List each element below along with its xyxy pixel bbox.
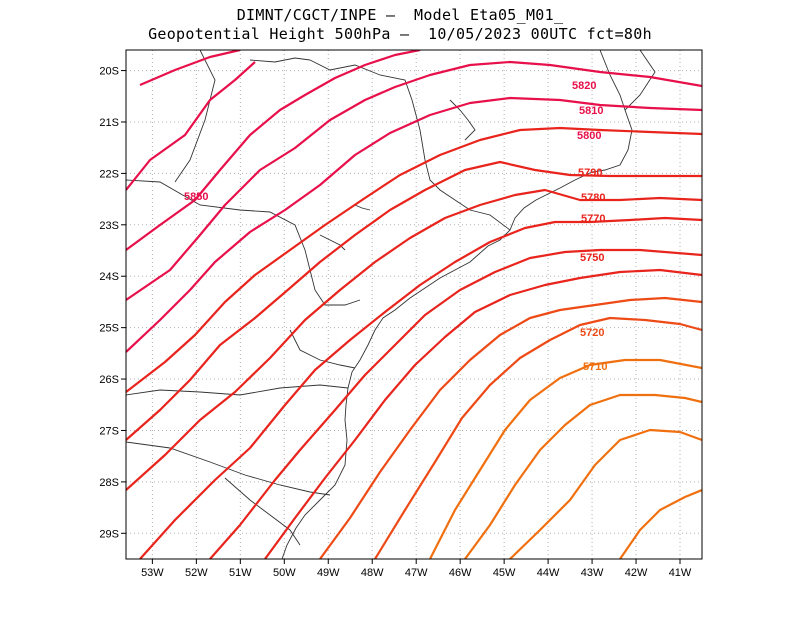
- contour-line: [126, 50, 421, 251]
- border-uruguay: [224, 477, 301, 546]
- contour-line: [126, 160, 702, 441]
- y-tick-label: 24S: [99, 271, 119, 283]
- x-tick-label: 45W: [493, 567, 516, 579]
- contour-line: [126, 96, 702, 353]
- contour-label: 5770: [581, 213, 605, 225]
- contour-label: 5800: [577, 130, 601, 142]
- contour-line: [209, 248, 702, 559]
- contour-line: [319, 296, 702, 559]
- x-tick-label: 48W: [361, 567, 384, 579]
- x-tick-label: 46W: [449, 567, 472, 579]
- contour-label: 5850: [184, 191, 208, 203]
- chart-title-line2: Geopotential Height 500hPa – 10/05/2023 …: [148, 25, 652, 43]
- contour-line: [126, 188, 702, 491]
- contour-line: [619, 488, 702, 559]
- x-tick-label: 50W: [273, 567, 296, 579]
- x-tick-label: 53W: [141, 567, 164, 579]
- x-tick-label: 52W: [185, 567, 208, 579]
- contour-label: 5820: [572, 80, 596, 92]
- x-tick-label: 43W: [581, 567, 604, 579]
- contour-line: [126, 60, 702, 301]
- state-border-sc-rs: [126, 441, 331, 496]
- x-tick-label: 47W: [405, 567, 428, 579]
- state-border-sp-pr: [289, 329, 356, 369]
- x-tick-label: 44W: [537, 567, 560, 579]
- state-border-ba: [599, 50, 626, 111]
- x-tick-label: 51W: [229, 567, 252, 579]
- contour-line: [429, 358, 702, 559]
- y-tick-label: 29S: [99, 528, 119, 540]
- state-border-mg-sp: [126, 179, 361, 306]
- x-tick-label: 49W: [317, 567, 340, 579]
- y-tick-label: 28S: [99, 477, 119, 489]
- contour-label: 5710: [583, 361, 607, 373]
- river-pr: [354, 204, 371, 211]
- contour-line: [139, 50, 241, 87]
- y-tick-label: 22S: [99, 168, 119, 180]
- y-tick-label: 21S: [99, 117, 119, 129]
- y-tick-label: 20S: [99, 66, 119, 78]
- contour-label: 5810: [579, 105, 603, 117]
- contour-lines: [126, 50, 702, 559]
- contour-line: [464, 393, 702, 559]
- x-tick-label: 41W: [669, 567, 692, 579]
- y-tick-label: 27S: [99, 425, 119, 437]
- contour-line: [139, 216, 702, 559]
- contour-label: 5750: [580, 252, 604, 264]
- state-border-pr-sc: [126, 384, 349, 396]
- y-tick-label: 25S: [99, 323, 119, 335]
- contour-line: [126, 126, 702, 393]
- reservoir-sp: [319, 234, 346, 251]
- contour-line: [509, 428, 702, 559]
- chart-title-line1: DIMNT/CGCT/INPE – Model Eta05_M01_: [236, 6, 564, 24]
- contour-labels: 5820 5810 5800 5790 5780 5770 5750 5720 5710 5850: [184, 80, 607, 373]
- state-border-mg-es: [309, 59, 456, 201]
- contour-line: [126, 61, 256, 191]
- contour-line: [374, 316, 702, 559]
- state-border-ms: [174, 50, 216, 183]
- grid-lines: [126, 50, 702, 559]
- coastline-borders: [126, 50, 656, 559]
- axis-ticks: 53W 52W 51W 50W 49W 48W 47W 46W 45W 44W 43W 42W 41W 2…: [99, 66, 692, 579]
- contour-label: 5790: [578, 167, 602, 179]
- plot-frame: [125, 49, 703, 560]
- contour-label: 5720: [580, 327, 604, 339]
- state-border-sp-rj: [454, 199, 511, 231]
- state-border-go: [249, 57, 311, 63]
- x-tick-label: 42W: [625, 567, 648, 579]
- contour-label: 5780: [581, 192, 605, 204]
- y-tick-label: 23S: [99, 220, 119, 232]
- y-tick-label: 26S: [99, 374, 119, 386]
- contour-line: [264, 268, 702, 559]
